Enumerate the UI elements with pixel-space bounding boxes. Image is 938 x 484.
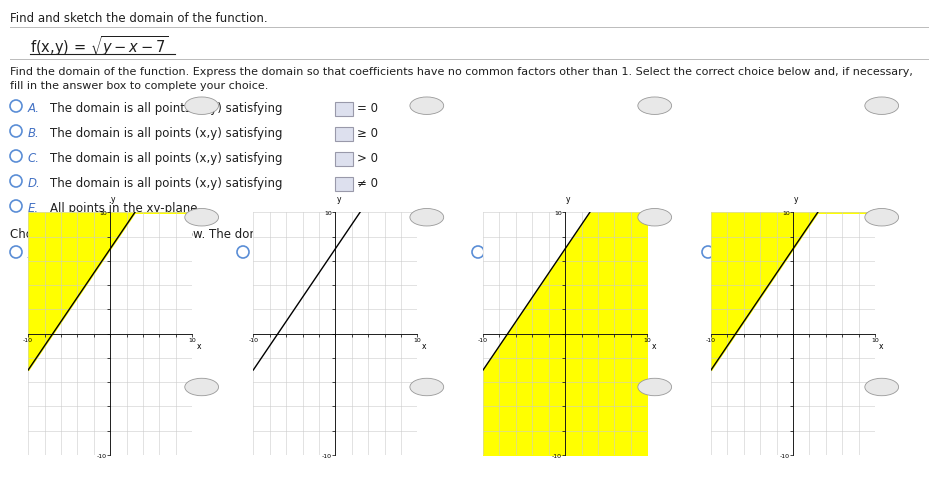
Text: y: y [112, 194, 115, 203]
Text: All points in the xy-plane.: All points in the xy-plane. [50, 201, 202, 214]
Text: Find and sketch the domain of the function.: Find and sketch the domain of the functi… [10, 12, 267, 25]
Text: +: + [878, 102, 885, 111]
Text: The domain is all points (x,y) satisfying: The domain is all points (x,y) satisfyin… [50, 177, 282, 190]
Text: = 0: = 0 [357, 102, 378, 115]
FancyBboxPatch shape [335, 178, 353, 192]
Text: x: x [421, 342, 426, 350]
Text: f(x,y) = $\sqrt{y-x-7}$: f(x,y) = $\sqrt{y-x-7}$ [30, 34, 169, 58]
Text: The domain is all points (x,y) satisfying: The domain is all points (x,y) satisfyin… [50, 102, 282, 115]
Text: B.: B. [255, 247, 266, 260]
FancyBboxPatch shape [335, 152, 353, 166]
Text: −: − [423, 213, 431, 223]
Text: The domain is all points (x,y) satisfying: The domain is all points (x,y) satisfyin… [50, 151, 282, 165]
Text: > 0: > 0 [357, 151, 378, 165]
Text: y: y [794, 194, 798, 203]
Text: ≥ 0: ≥ 0 [357, 127, 378, 140]
Text: ↗: ↗ [198, 382, 205, 392]
Text: D.: D. [28, 177, 40, 190]
Text: D.: D. [720, 247, 733, 260]
Text: C.: C. [28, 151, 40, 165]
Text: y: y [567, 194, 570, 203]
Text: ↗: ↗ [423, 382, 431, 392]
Text: x: x [879, 342, 884, 350]
FancyBboxPatch shape [335, 103, 353, 117]
Text: A.: A. [28, 102, 40, 115]
Text: ≠ 0: ≠ 0 [357, 177, 378, 190]
Text: +: + [651, 102, 658, 111]
Text: Find the domain of the function. Express the domain so that coefficients have no: Find the domain of the function. Express… [10, 67, 913, 77]
Text: Choose the correct sketch below. The domain is shaded in yellow.: Choose the correct sketch below. The dom… [10, 227, 398, 241]
Text: ↗: ↗ [878, 382, 885, 392]
Text: C.: C. [490, 247, 502, 260]
Text: E.: E. [28, 201, 39, 214]
Text: A.: A. [28, 247, 40, 260]
Text: x: x [651, 342, 656, 350]
Text: +: + [198, 102, 205, 111]
FancyBboxPatch shape [335, 128, 353, 142]
Text: fill in the answer box to complete your choice.: fill in the answer box to complete your … [10, 81, 268, 91]
Text: −: − [198, 213, 205, 223]
Text: B.: B. [28, 127, 39, 140]
Text: −: − [878, 213, 885, 223]
Text: +: + [423, 102, 431, 111]
Text: x: x [196, 342, 201, 350]
Text: y: y [337, 194, 340, 203]
Text: The domain is all points (x,y) satisfying: The domain is all points (x,y) satisfyin… [50, 127, 282, 140]
Text: −: − [651, 213, 658, 223]
Text: ↗: ↗ [651, 382, 658, 392]
